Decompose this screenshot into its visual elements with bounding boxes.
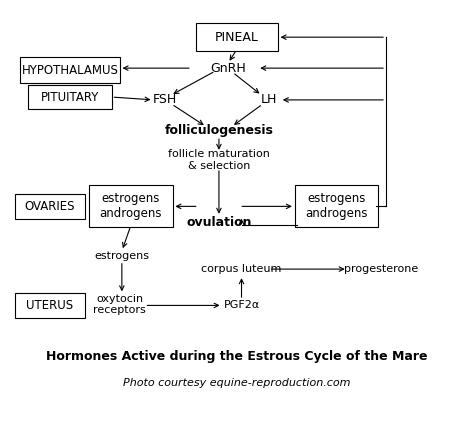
Text: OVARIES: OVARIES: [24, 200, 75, 213]
Text: folliculogenesis: folliculogenesis: [164, 124, 273, 137]
Text: Photo courtesy equine-reproduction.com: Photo courtesy equine-reproduction.com: [123, 378, 351, 388]
Text: GnRH: GnRH: [210, 61, 246, 75]
Text: FSH: FSH: [153, 93, 177, 107]
FancyBboxPatch shape: [294, 185, 378, 227]
FancyBboxPatch shape: [89, 185, 173, 227]
Text: ovulation: ovulation: [186, 216, 252, 229]
Text: LH: LH: [260, 93, 277, 107]
FancyBboxPatch shape: [28, 85, 112, 109]
FancyBboxPatch shape: [20, 57, 119, 83]
Text: estrogens
androgens: estrogens androgens: [305, 192, 367, 220]
FancyBboxPatch shape: [15, 293, 85, 318]
Text: progesterone: progesterone: [344, 264, 419, 274]
Text: HYPOTHALAMUS: HYPOTHALAMUS: [21, 64, 118, 77]
FancyBboxPatch shape: [15, 194, 85, 219]
FancyBboxPatch shape: [196, 23, 278, 51]
Text: Hormones Active during the Estrous Cycle of the Mare: Hormones Active during the Estrous Cycle…: [46, 351, 428, 363]
Text: estrogens
androgens: estrogens androgens: [100, 192, 162, 220]
Text: UTERUS: UTERUS: [26, 299, 73, 312]
Text: PGF2α: PGF2α: [223, 301, 260, 310]
Text: oxytocin
receptors: oxytocin receptors: [93, 294, 146, 315]
Text: follicle maturation
& selection: follicle maturation & selection: [168, 149, 270, 171]
Text: estrogens: estrogens: [94, 251, 149, 261]
Text: corpus luteum: corpus luteum: [201, 264, 282, 274]
Text: PINEAL: PINEAL: [215, 31, 259, 44]
Text: PITUITARY: PITUITARY: [41, 91, 99, 104]
